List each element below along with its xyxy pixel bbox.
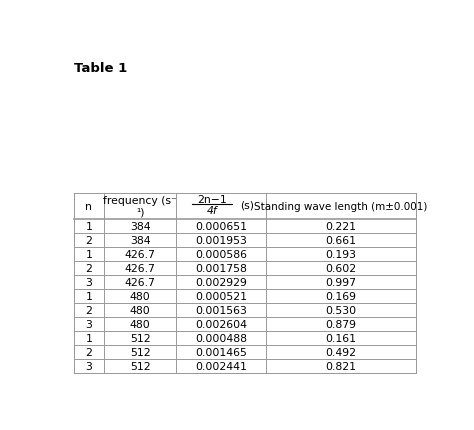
Text: frequency (s⁻: frequency (s⁻ [103, 196, 177, 206]
Text: 0.000488: 0.000488 [195, 333, 247, 343]
Text: 426.7: 426.7 [125, 264, 155, 273]
Text: 0.821: 0.821 [325, 361, 356, 371]
Text: 0.193: 0.193 [325, 250, 356, 260]
Text: 1: 1 [85, 250, 92, 260]
Text: 0.492: 0.492 [325, 347, 356, 357]
Text: 3: 3 [85, 319, 92, 329]
Text: 480: 480 [130, 305, 151, 315]
Text: 3: 3 [85, 361, 92, 371]
Text: 0.602: 0.602 [325, 264, 356, 273]
Text: 384: 384 [130, 222, 150, 232]
Text: 2n−1: 2n−1 [197, 195, 227, 205]
Text: 1: 1 [85, 292, 92, 301]
Text: 512: 512 [130, 347, 150, 357]
Text: 0.001758: 0.001758 [195, 264, 247, 273]
Text: (s): (s) [240, 200, 254, 210]
Text: 0.161: 0.161 [325, 333, 356, 343]
Text: 2: 2 [85, 305, 92, 315]
Text: 0.000521: 0.000521 [195, 292, 247, 301]
Text: 0.000651: 0.000651 [195, 222, 247, 232]
Text: 0.002929: 0.002929 [195, 277, 247, 287]
Text: 0.001563: 0.001563 [195, 305, 247, 315]
Text: 0.001465: 0.001465 [195, 347, 247, 357]
Text: 2: 2 [85, 236, 92, 246]
Text: 2: 2 [85, 347, 92, 357]
Text: 426.7: 426.7 [125, 277, 155, 287]
Text: 4f: 4f [207, 205, 218, 215]
Text: n: n [85, 202, 92, 212]
Bar [74, 194, 416, 373]
Text: 426.7: 426.7 [125, 250, 155, 260]
Text: 0.879: 0.879 [325, 319, 356, 329]
Text: 0.530: 0.530 [325, 305, 356, 315]
Text: ¹): ¹) [136, 207, 145, 217]
Text: 0.001953: 0.001953 [195, 236, 247, 246]
Text: 0.000586: 0.000586 [195, 250, 247, 260]
Text: 0.997: 0.997 [325, 277, 356, 287]
Text: Standing wave length (m±0.001): Standing wave length (m±0.001) [254, 202, 428, 212]
Text: Table 1: Table 1 [74, 61, 127, 74]
Text: 512: 512 [130, 333, 150, 343]
Text: 0.169: 0.169 [325, 292, 356, 301]
Text: 1: 1 [85, 333, 92, 343]
Text: 480: 480 [130, 292, 151, 301]
Text: 0.661: 0.661 [325, 236, 356, 246]
Text: 2: 2 [85, 264, 92, 273]
Text: 512: 512 [130, 361, 150, 371]
Text: 3: 3 [85, 277, 92, 287]
Text: 0.221: 0.221 [325, 222, 356, 232]
Text: 480: 480 [130, 319, 151, 329]
Text: 384: 384 [130, 236, 150, 246]
Text: 1: 1 [85, 222, 92, 232]
Text: 0.002604: 0.002604 [195, 319, 247, 329]
Text: 0.002441: 0.002441 [195, 361, 247, 371]
